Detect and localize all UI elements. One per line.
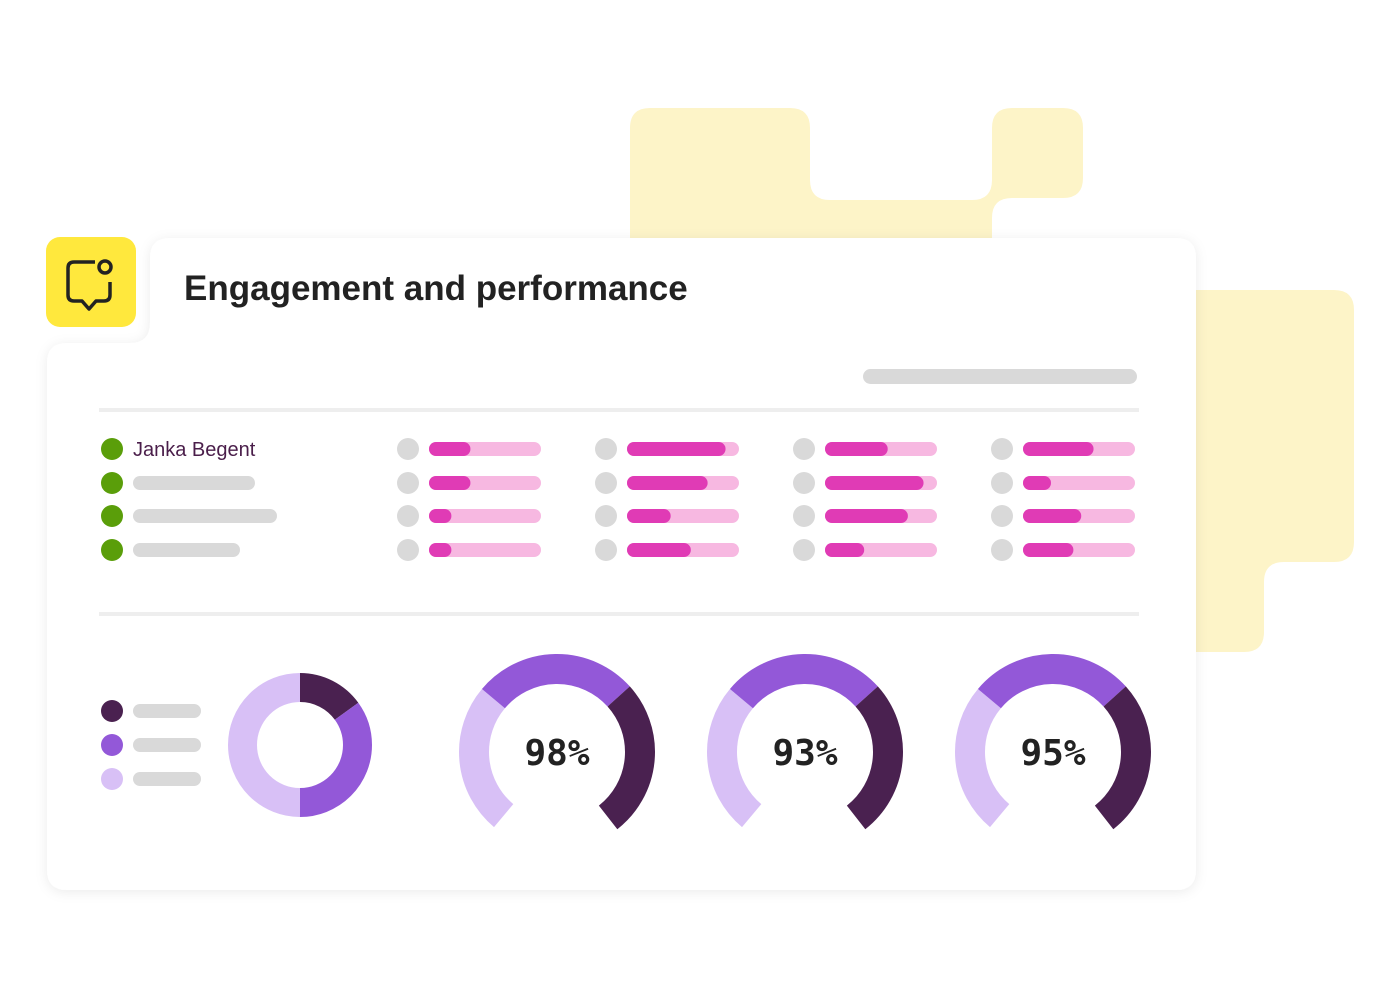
grey-dot: [595, 539, 617, 561]
grey-dot: [793, 505, 815, 527]
bar-fill: [825, 509, 908, 523]
gauge-label: 98%: [524, 733, 589, 774]
bar-fill: [627, 509, 671, 523]
gauge-arc: [481, 654, 630, 709]
gauge-arc: [459, 689, 514, 828]
bar-fill: [825, 442, 888, 456]
grey-dot: [397, 472, 419, 494]
people-list: Janka Begent: [101, 438, 277, 561]
bar-fill: [429, 476, 471, 490]
bar-track: [429, 509, 541, 523]
bar-fill: [825, 476, 924, 490]
bar-fill: [627, 442, 726, 456]
gauge-arc: [846, 686, 903, 830]
divider: [99, 612, 1139, 616]
status-dot: [101, 472, 123, 494]
status-dot: [101, 505, 123, 527]
person-name: Janka Begent: [133, 439, 256, 461]
grey-dot: [793, 472, 815, 494]
placeholder: [863, 369, 1137, 384]
placeholder: [133, 543, 240, 557]
gauge-arc: [707, 689, 762, 828]
icon-badge: [46, 237, 136, 327]
bar-fill: [825, 543, 865, 557]
bar-fill: [1023, 442, 1094, 456]
grey-dot: [595, 438, 617, 460]
gauge-label: 93%: [772, 733, 837, 774]
gauge-arc: [729, 654, 878, 709]
bar-fill: [627, 543, 691, 557]
legend-dot: [101, 768, 123, 790]
gauge-arc: [955, 689, 1010, 828]
bar-fill: [429, 543, 452, 557]
grey-dot: [991, 505, 1013, 527]
grey-dot: [397, 438, 419, 460]
grey-dot: [793, 539, 815, 561]
donut-legend: [101, 700, 201, 790]
placeholder: [133, 476, 255, 490]
bar-fill: [429, 509, 452, 523]
grey-dot: [397, 539, 419, 561]
placeholder: [133, 509, 277, 523]
background-shapes: [630, 108, 1354, 652]
legend-dot: [101, 734, 123, 756]
chat-icon: [66, 259, 113, 311]
gauge-arc: [977, 654, 1126, 709]
grey-dot: [991, 438, 1013, 460]
grey-dot: [595, 472, 617, 494]
donut-segment: [228, 673, 372, 817]
placeholder: [133, 738, 201, 752]
bar-fill: [1023, 543, 1074, 557]
grey-dot: [793, 438, 815, 460]
legend-dot: [101, 700, 123, 722]
grey-dot: [595, 505, 617, 527]
bar-fill: [429, 442, 471, 456]
gauge-arc: [598, 686, 655, 830]
card: [47, 238, 1196, 890]
status-dot: [101, 539, 123, 561]
placeholder: [133, 772, 201, 786]
bar-track: [1023, 476, 1135, 490]
gauge-label: 95%: [1020, 733, 1085, 774]
bar-track: [429, 543, 541, 557]
bar-fill: [1023, 509, 1082, 523]
grey-dot: [991, 472, 1013, 494]
placeholder: [133, 704, 201, 718]
title: Engagement and performance: [184, 269, 688, 308]
divider: [99, 408, 1139, 412]
donut-segment: [228, 673, 372, 817]
bar-fill: [1023, 476, 1051, 490]
grey-dot: [397, 505, 419, 527]
status-dot: [101, 438, 123, 460]
gauge-arc: [1094, 686, 1151, 830]
bar-fill: [627, 476, 708, 490]
grey-dot: [991, 539, 1013, 561]
